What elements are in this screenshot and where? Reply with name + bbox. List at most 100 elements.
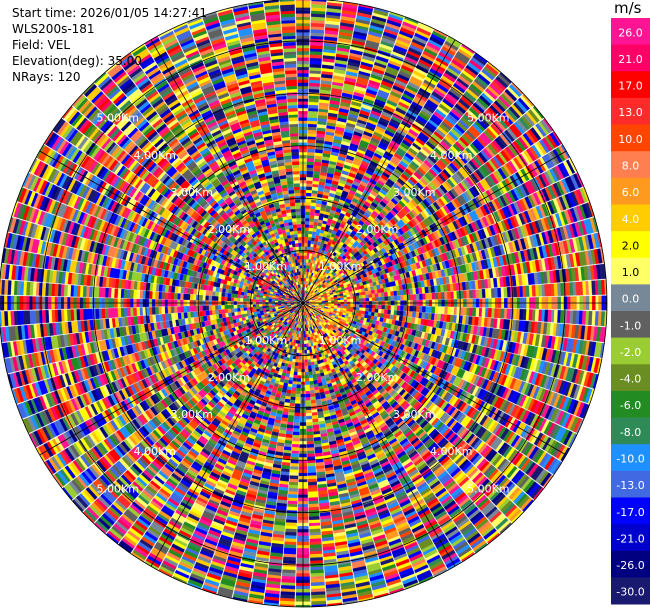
colorbar-label-11: -1.0 bbox=[620, 319, 641, 332]
ring-label-1-315: 1.00Km bbox=[245, 260, 287, 273]
ring-label-4-45: 4.00Km bbox=[430, 149, 472, 162]
ray-38 bbox=[305, 304, 585, 434]
ray-39 bbox=[305, 304, 579, 449]
colorbar-label-15: -8.0 bbox=[620, 426, 641, 439]
ring-label-2-225: 2.00Km bbox=[208, 371, 250, 384]
colorbar-swatch-16 bbox=[611, 444, 650, 472]
ring-label-4-315: 4.00Km bbox=[134, 149, 176, 162]
ray-65 bbox=[216, 305, 303, 600]
ray-43 bbox=[305, 304, 545, 501]
colorbar-label-6: 6.0 bbox=[622, 186, 640, 199]
ray-117 bbox=[247, 0, 303, 301]
colorbar-swatch-6 bbox=[611, 177, 650, 205]
colorbar-label-16: -10.0 bbox=[616, 453, 644, 466]
ray-21 bbox=[305, 157, 579, 302]
colorbar-label-1: 21.0 bbox=[618, 53, 643, 66]
colorbar-swatch-2 bbox=[611, 71, 650, 99]
spoke-10 bbox=[39, 150, 304, 304]
ray-119 bbox=[279, 0, 304, 301]
ring-label-5-225: 5.00Km bbox=[96, 482, 138, 495]
colorbar-swatch-8 bbox=[611, 231, 650, 259]
ring-label-5-315: 5.00Km bbox=[96, 112, 138, 125]
ray-68 bbox=[172, 305, 302, 585]
colorbar-swatch-19 bbox=[611, 524, 650, 552]
instrument-label: WLS200s-181 bbox=[12, 22, 95, 36]
ring-label-5-45: 5.00Km bbox=[467, 112, 509, 125]
ring-label-1-45: 1.00Km bbox=[319, 260, 361, 273]
ray-115 bbox=[216, 6, 303, 301]
colorbar-label-2: 17.0 bbox=[618, 80, 643, 93]
start-time-label: Start time: 2026/01/05 14:27:41 bbox=[12, 6, 207, 20]
ring-label-2-45: 2.00Km bbox=[356, 223, 398, 236]
ray-41 bbox=[305, 304, 564, 476]
ray-69 bbox=[157, 305, 302, 579]
colorbar-swatch-21 bbox=[611, 577, 650, 605]
ray-95 bbox=[6, 216, 301, 303]
colorbar-swatch-12 bbox=[611, 337, 650, 365]
ray-25 bbox=[305, 216, 600, 303]
colorbar-swatch-15 bbox=[611, 417, 650, 445]
ray-45 bbox=[304, 304, 525, 525]
ray-54 bbox=[303, 305, 405, 596]
ring-label-3-135: 3.00Km bbox=[393, 408, 435, 421]
colorbar-label-12: -2.0 bbox=[620, 346, 641, 359]
ring-label-1-225: 1.00Km bbox=[245, 334, 287, 347]
spoke-7 bbox=[150, 302, 304, 567]
colorbar-label-4: 10.0 bbox=[618, 133, 643, 146]
ray-89 bbox=[0, 302, 301, 327]
colorbar-swatch-14 bbox=[611, 390, 650, 418]
ray-72 bbox=[117, 305, 302, 555]
colorbar-swatch-11 bbox=[611, 311, 650, 339]
ray-91 bbox=[0, 279, 301, 304]
velocity-rays bbox=[0, 0, 607, 607]
ring-label-1-135: 1.00Km bbox=[319, 334, 361, 347]
colorbar-label-5: 8.0 bbox=[622, 160, 640, 173]
colorbar-unit: m/s bbox=[614, 0, 642, 17]
ray-94 bbox=[3, 232, 301, 303]
ring-label-2-315: 2.00Km bbox=[208, 223, 250, 236]
ray-81 bbox=[27, 304, 301, 449]
ray-44 bbox=[305, 304, 535, 513]
spoke-4 bbox=[302, 302, 567, 456]
colorbar-label-3: 13.0 bbox=[618, 106, 643, 119]
colorbar-label-19: -21.0 bbox=[616, 532, 644, 545]
ray-64 bbox=[232, 305, 303, 603]
colorbar-label-10: 0.0 bbox=[622, 293, 640, 306]
ray-116 bbox=[232, 3, 303, 301]
colorbar-swatch-17 bbox=[611, 470, 650, 498]
ray-22 bbox=[305, 172, 585, 302]
spoke-1 bbox=[302, 39, 456, 304]
ray-58 bbox=[303, 305, 343, 607]
nrays-label: NRays: 120 bbox=[12, 70, 81, 84]
colorbar-swatch-9 bbox=[611, 257, 650, 285]
ring-label-2-135: 2.00Km bbox=[356, 371, 398, 384]
ray-111 bbox=[157, 27, 302, 301]
colorbar-label-18: -17.0 bbox=[616, 506, 644, 519]
ray-16 bbox=[305, 93, 535, 302]
ray-85 bbox=[6, 303, 301, 390]
colorbar-label-0: 26.0 bbox=[618, 26, 643, 39]
colorbar-swatch-4 bbox=[611, 124, 650, 152]
ray-51 bbox=[304, 305, 449, 579]
spoke-8 bbox=[39, 302, 304, 456]
ring-label-4-225: 4.00Km bbox=[134, 445, 176, 458]
azimuth-spokes bbox=[0, 0, 607, 607]
ray-2 bbox=[303, 0, 343, 301]
ring-label-4-135: 4.00Km bbox=[430, 445, 472, 458]
ray-42 bbox=[305, 304, 555, 489]
colorbar-label-17: -13.0 bbox=[616, 479, 644, 492]
colorbar-label-8: 2.0 bbox=[622, 239, 640, 252]
spoke-2 bbox=[302, 150, 567, 304]
colorbar-swatch-20 bbox=[611, 550, 650, 578]
ray-19 bbox=[305, 130, 564, 302]
colorbar-swatch-18 bbox=[611, 497, 650, 525]
colorbar-label-20: -26.0 bbox=[616, 559, 644, 572]
ray-8 bbox=[304, 21, 434, 301]
ray-99 bbox=[27, 157, 301, 302]
ray-67 bbox=[186, 305, 303, 591]
colorbar-swatch-1 bbox=[611, 44, 650, 72]
ring-labels: 1.00Km 1.00Km 1.00Km 1.00Km 2.00Km 2.00Km 2.00… bbox=[96, 112, 509, 496]
colorbar-swatch-5 bbox=[611, 151, 650, 179]
colorbar: 26.0 21.0 17.0 13.0 10.0 8.0 6.0 4.0 2.0 1.0 0.0 -1… bbox=[611, 18, 650, 605]
